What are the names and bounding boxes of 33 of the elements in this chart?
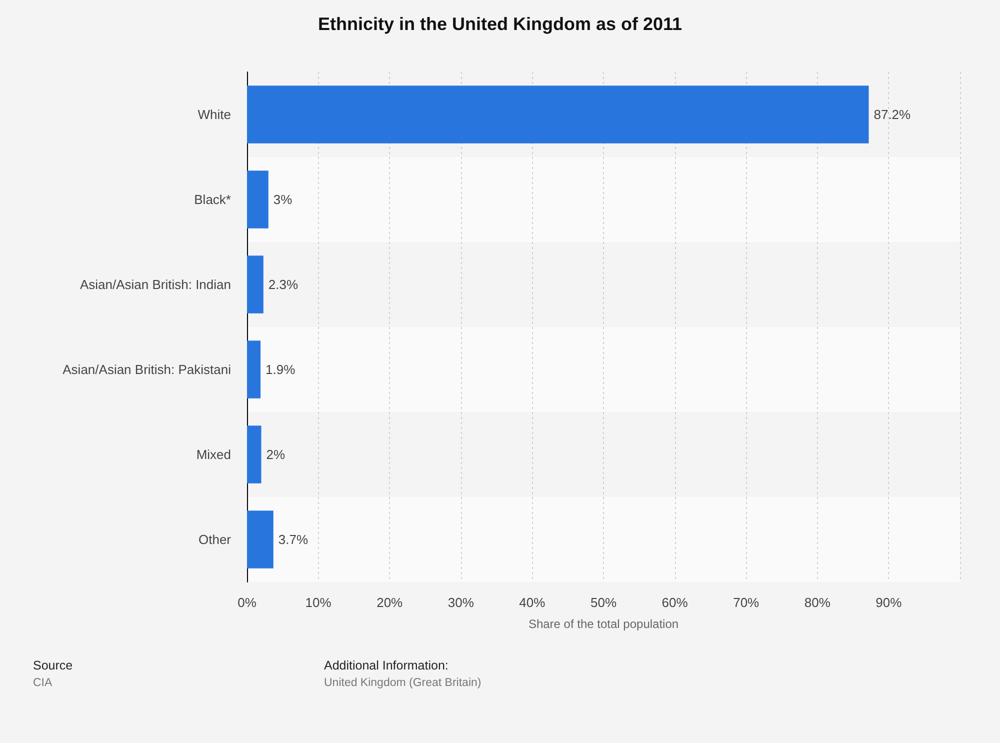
x-axis-title: Share of the total population <box>528 617 679 631</box>
x-tick-label: 50% <box>590 595 617 610</box>
text: CIA <box>33 677 52 689</box>
x-tick-label: 40% <box>519 595 546 610</box>
x-tick-label: 0% <box>238 595 257 610</box>
y-tick-label: Asian/Asian British: Indian <box>80 277 231 292</box>
x-tick-label: 70% <box>733 595 760 610</box>
x-tick-label: 30% <box>448 595 474 610</box>
bar <box>247 256 264 314</box>
data-label: 3.7% <box>278 532 308 547</box>
x-tick-label: 60% <box>662 595 688 610</box>
text: Additional Information: <box>324 658 448 672</box>
data-label: 2% <box>266 447 286 462</box>
x-tick-label: 80% <box>804 595 831 610</box>
text: United Kingdom (Great Britain) <box>324 677 482 689</box>
y-tick-label: Black* <box>194 192 231 207</box>
bar <box>247 426 262 484</box>
x-tick-label: 10% <box>305 595 332 610</box>
bar <box>247 510 274 568</box>
data-label: 87.2% <box>874 107 912 122</box>
y-tick-label: Other <box>198 532 232 547</box>
data-label: 1.9% <box>266 362 296 377</box>
x-tick-label: 90% <box>876 595 902 610</box>
y-tick-label: White <box>198 107 231 122</box>
y-tick-label: Mixed <box>196 447 231 462</box>
bar <box>247 340 261 398</box>
y-tick-label: Asian/Asian British: Pakistani <box>62 362 232 377</box>
x-tick-label: 20% <box>376 595 404 610</box>
chart-title: Ethnicity in the United Kingdom as of 2011 <box>318 14 682 34</box>
text: Source <box>33 658 73 672</box>
data-label: 2.3% <box>268 277 298 292</box>
bar <box>247 170 268 228</box>
data-label: 3% <box>273 192 293 207</box>
